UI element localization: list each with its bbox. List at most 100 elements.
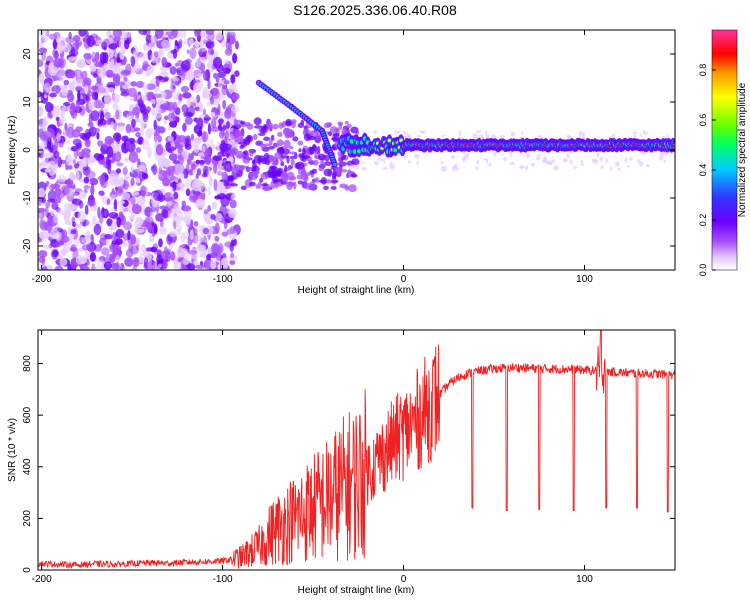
spectrogram-cell: [226, 120, 230, 129]
spectrogram-cell: [530, 162, 536, 167]
spectrogram-cell: [174, 39, 179, 47]
spectrogram-cell: [184, 116, 193, 125]
spectrogram-cell: [632, 131, 638, 135]
spectrogram-cell: [152, 163, 158, 176]
y-tick-label: 0: [22, 147, 33, 153]
spectrogram-cell: [230, 194, 235, 201]
spectrogram-cell: [161, 209, 169, 219]
spectrogram-cell: [39, 218, 46, 230]
spectrogram-cell: [72, 191, 80, 196]
spectrogram-cell: [153, 119, 157, 131]
spectrogram-cell: [215, 31, 223, 41]
y-tick-label: 0: [22, 567, 33, 573]
spectrogram-cell: [246, 134, 252, 144]
spectrogram-cell: [112, 93, 120, 105]
spectrogram-cell: [176, 172, 185, 180]
spectrogram-cell: [194, 235, 203, 246]
spectrogram-cell: [116, 216, 122, 228]
colorbar-tick-label: 0.4: [698, 164, 708, 177]
spectrogram-cell: [318, 179, 327, 183]
spectrogram-cell: [130, 56, 136, 68]
spectrogram-cell: [38, 105, 44, 117]
spectrogram-cell: [330, 185, 337, 190]
spectrogram-cell: [104, 111, 111, 120]
spectrogram-cell: [124, 31, 132, 39]
spectrogram-cell: [223, 180, 230, 187]
spectrogram-cell: [419, 130, 425, 133]
spectrogram-cell: [191, 163, 196, 171]
y-tick-label: 600: [22, 406, 33, 423]
snr-x-ticks: -200 -100 0 100: [32, 330, 593, 585]
spectrogram-cell: [132, 49, 139, 58]
spectrogram-cell: [75, 142, 82, 150]
spectrogram-cell: [272, 143, 280, 148]
spectrogram-cell: [284, 120, 293, 126]
spectrogram-cell: [329, 126, 338, 134]
spectrogram-cell: [617, 167, 621, 171]
spectrogram-cell: [636, 159, 641, 163]
spectrogram-cell: [276, 147, 285, 154]
spectrogram-cell: [472, 133, 478, 139]
spectrogram-cell: [509, 151, 513, 158]
spectrogram-cell: [78, 30, 87, 37]
spectrogram-cell: [69, 174, 77, 181]
spectrogram-cell: [229, 199, 237, 209]
spectrogram-cell: [403, 131, 409, 135]
spectrogram-cell: [136, 195, 146, 206]
spectrogram-cell: [186, 49, 190, 54]
spectrogram-cell: [105, 237, 110, 247]
spectrogram-cell: [220, 257, 229, 269]
spectrogram-cell: [75, 101, 80, 113]
spectrogram-cell: [309, 181, 316, 189]
spectrogram-cell: [128, 150, 139, 163]
spectrogram-cell: [146, 146, 153, 159]
x-tick-label: -200: [32, 274, 52, 285]
spectrogram-cell: [87, 90, 93, 97]
spectrogram-cell: [88, 98, 95, 111]
spectrogram-cell: [105, 69, 115, 78]
spectrogram-cell: [77, 190, 87, 200]
spectrogram-cell: [107, 87, 116, 93]
spectrogram-cell: [83, 184, 90, 190]
spectrogram-cell: [204, 114, 210, 119]
spectrogram-cell: [85, 170, 96, 179]
spectrogram-cell: [213, 163, 218, 174]
spectrogram-cell: [176, 135, 187, 143]
spectrogram-cell: [203, 35, 207, 44]
spectrogram-cell: [609, 166, 613, 172]
spectrogram-cell: [106, 48, 114, 59]
spectrogram-cell: [221, 86, 229, 96]
spectrogram-cell: [226, 228, 236, 235]
spectrogram-cell: [57, 174, 67, 183]
spectrogram-cell: [130, 235, 137, 245]
spectrogram-cell: [77, 210, 87, 223]
spectrogram-cell: [596, 152, 600, 158]
spectrogram-cell: [80, 265, 90, 270]
spectrogram-cell: [318, 167, 325, 172]
spectrogram-cell: [440, 134, 447, 137]
spectrogram-cell: [248, 181, 256, 187]
spectrogram-cell: [414, 154, 420, 159]
spectrogram-cell: [81, 244, 90, 251]
spectrogram-cell: [301, 156, 307, 163]
spectrogram-cell: [42, 152, 53, 159]
spectrogram-cell: [155, 124, 161, 137]
spectrogram-cell: [150, 98, 156, 105]
spectrogram-cell: [493, 150, 497, 157]
spectrogram-cell: [109, 243, 117, 250]
spectrogram-cell: [127, 110, 133, 116]
y-tick-label: -20: [22, 238, 33, 253]
spectrogram-cell: [228, 84, 238, 95]
spectrogram-cell: [207, 79, 211, 90]
spectrogram-cell: [196, 117, 204, 130]
spectrogram-cell: [115, 168, 122, 174]
spectrogram-cell: [217, 71, 227, 79]
spectrogram-cell: [161, 157, 168, 166]
spectrogram-cell: [98, 84, 107, 97]
spectrogram-cell: [253, 117, 262, 126]
spectrogram-cell: [112, 132, 122, 142]
spectrogram-cell: [633, 133, 637, 139]
spectrogram-cell: [323, 168, 333, 177]
spectrogram-cell: [307, 136, 316, 141]
